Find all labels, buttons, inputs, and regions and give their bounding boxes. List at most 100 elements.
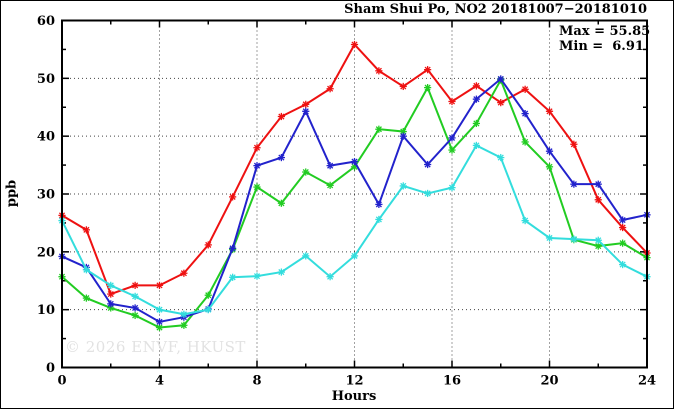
data-point-marker [253,272,261,280]
data-point-marker [350,40,359,49]
data-point-marker [131,311,139,320]
x-tick-label: 24 [638,374,656,389]
data-point-marker [497,99,505,107]
data-point-marker [619,239,627,247]
data-point-marker [570,140,578,148]
data-point-marker [472,141,480,150]
data-point-marker [545,147,554,155]
watermark: © 2026 ENVF, HKUST [65,338,246,356]
tick-labels: 0 4 8 12 16 20 24 0 10 20 30 40 50 60 [37,14,656,389]
data-point-marker [619,223,627,232]
y-tick-label: 50 [37,72,55,87]
data-point-marker [594,196,602,204]
data-point-marker [155,306,164,314]
max-value-label: Max = 55.85 [559,24,651,39]
plot-frame [61,19,648,369]
data-point-marker [619,216,627,224]
data-point-marker [375,125,383,133]
data-point-marker [82,294,90,302]
data-point-marker [302,100,310,108]
data-point-marker [375,200,383,209]
data-point-marker [204,306,212,314]
y-axis-label: ppb [4,179,20,208]
data-point-marker [399,82,407,91]
data-point-marker [253,183,261,191]
data-point-marker [497,75,505,83]
data-point-marker [448,97,456,106]
series-cyan [58,141,651,318]
data-point-marker [326,273,334,281]
data-point-marker [448,134,456,142]
data-point-marker [521,110,529,118]
data-point-marker [204,291,212,299]
data-point-marker [545,234,554,242]
data-point-marker [326,85,334,93]
data-point-marker [253,144,261,152]
x-tick-label: 4 [155,374,164,389]
x-tick-label: 0 [57,374,66,389]
data-point-marker [229,193,237,201]
data-point-marker [277,153,285,162]
data-point-marker [424,83,432,92]
data-point-marker [350,158,359,166]
x-tick-label: 12 [345,374,363,389]
data-point-marker [326,162,334,170]
max-min-annotation: Max = 55.85 Min = 6.91 [559,24,650,54]
data-point-marker [350,252,359,260]
data-point-marker [472,82,480,90]
data-point-marker [131,281,139,289]
data-point-marker [107,290,115,298]
data-point-marker [570,180,578,188]
chart-title: Sham Shui Po, NO2 20181007−20181010 [344,2,647,17]
data-point-marker [424,160,432,169]
data-point-marker [302,107,310,115]
min-value-label: Min = 6.91 [559,39,644,54]
data-point-marker [521,217,529,225]
data-point-marker [107,300,115,308]
data-point-marker [545,163,554,171]
y-tick-label: 60 [37,14,55,29]
y-tick-label: 0 [46,361,55,376]
data-point-marker [302,252,310,260]
data-point-marker [180,310,188,318]
data-point-marker [277,268,285,276]
data-point-marker [497,153,505,162]
data-point-marker [131,304,139,312]
data-point-marker [399,182,407,190]
data-point-marker [448,146,456,154]
y-tick-label: 40 [37,130,55,145]
data-point-marker [594,180,602,188]
data-point-marker [472,95,480,103]
data-point-marker [155,281,164,289]
data-point-marker [594,236,602,244]
data-point-marker [229,273,237,281]
data-point-marker [302,168,310,176]
data-point-marker [375,215,383,224]
data-point-marker [545,107,554,115]
data-point-marker [82,226,90,234]
data-point-marker [399,132,407,140]
data-point-marker [277,199,285,207]
data-point-marker [82,266,90,274]
data-point-marker [472,119,480,128]
data-point-marker [594,242,602,250]
data-point-marker [180,321,188,329]
x-tick-label: 8 [252,374,261,389]
data-point-marker [424,189,432,198]
data-point-marker [277,112,285,121]
gridlines [62,20,647,368]
data-point-marker [131,292,139,300]
x-tick-label: 16 [443,374,461,389]
x-axis-label: Hours [331,389,377,404]
data-point-marker [521,138,529,146]
data-point-marker [229,244,237,252]
data-point-marker [204,241,212,249]
data-point-marker [521,85,529,93]
data-point-marker [448,184,456,192]
data-point-marker [570,235,578,243]
data-point-marker [424,66,432,74]
y-tick-label: 20 [37,245,55,260]
data-point-marker [375,67,383,75]
y-tick-label: 10 [37,303,55,318]
